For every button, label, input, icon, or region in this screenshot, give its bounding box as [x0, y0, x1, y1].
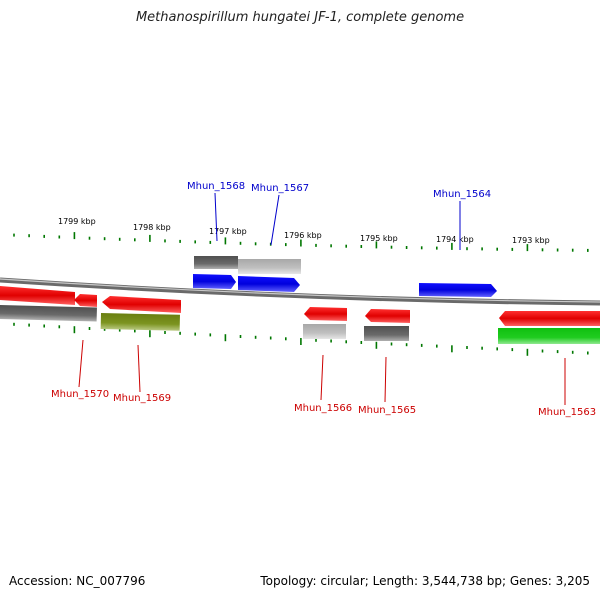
gene-label-mhun-1569[interactable]: Mhun_1569	[113, 393, 171, 404]
reverse-strand-genes	[0, 286, 600, 344]
gene-label-mhun-1564[interactable]: Mhun_1564	[433, 189, 491, 200]
tick-label-1798: 1798 kbp	[133, 223, 171, 232]
gene-label-mhun-1565[interactable]: Mhun_1565	[358, 405, 416, 416]
label-leaders	[78, 192, 566, 405]
gene-label-mhun-1568[interactable]: Mhun_1568	[187, 181, 245, 192]
gene-label-mhun-1563[interactable]: Mhun_1563	[538, 407, 596, 418]
tick-label-1796: 1796 kbp	[284, 231, 322, 240]
gene-feature-green[interactable]	[498, 328, 600, 344]
leader-mhun-1569	[137, 344, 141, 393]
gene-arrow-mhun-1569[interactable]	[102, 296, 181, 313]
gene-label-mhun-1570[interactable]: Mhun_1570	[51, 389, 109, 400]
genome-backbone-highlight	[0, 278, 600, 303]
leader-mhun-1567	[270, 194, 280, 246]
gene-arrow-left-2[interactable]	[74, 294, 97, 307]
gene-feature-gray-long[interactable]	[0, 305, 97, 322]
gene-arrow-mhun-1564[interactable]	[419, 283, 497, 297]
gene-arrow-left-1[interactable]	[0, 286, 75, 305]
gene-arrow-mhun-1567[interactable]	[238, 276, 300, 292]
tick-label-1797: 1797 kbp	[209, 227, 247, 236]
gene-arrow-mhun-1568[interactable]	[193, 274, 236, 289]
tick-label-1795: 1795 kbp	[360, 234, 398, 243]
accession-text: Accession: NC_007796	[9, 574, 146, 588]
gene-feature-light[interactable]	[238, 259, 301, 274]
leader-mhun-1568	[214, 192, 218, 242]
tick-label-1794: 1794 kbp	[436, 235, 474, 244]
tick-label-1793: 1793 kbp	[512, 236, 550, 245]
gene-feature-dark-1565[interactable]	[364, 326, 409, 341]
leader-mhun-1565	[384, 356, 387, 403]
gene-arrow-mhun-1565[interactable]	[365, 309, 410, 323]
gene-label-mhun-1566[interactable]: Mhun_1566	[294, 403, 352, 414]
gene-arrow-mhun-1563[interactable]	[499, 311, 600, 326]
lower-scale-track	[13, 322, 589, 356]
tick-label-1799: 1799 kbp	[58, 217, 96, 226]
map-title: Methanospirillum hungatei JF-1, complete…	[135, 10, 465, 25]
topology-text: Topology: circular; Length: 3,544,738 bp…	[260, 574, 590, 588]
gene-label-mhun-1567[interactable]: Mhun_1567	[251, 183, 309, 194]
gene-arrow-mhun-1566[interactable]	[304, 307, 347, 321]
leader-mhun-1566	[320, 354, 324, 401]
gene-feature-light-1566[interactable]	[303, 324, 346, 339]
gene-feature-dark[interactable]	[194, 256, 238, 269]
forward-strand-genes	[193, 256, 497, 297]
genome-backbone	[0, 277, 600, 306]
upper-scale-track	[13, 232, 589, 252]
gene-feature-olive[interactable]	[100, 313, 180, 331]
leader-mhun-1570	[78, 339, 84, 388]
